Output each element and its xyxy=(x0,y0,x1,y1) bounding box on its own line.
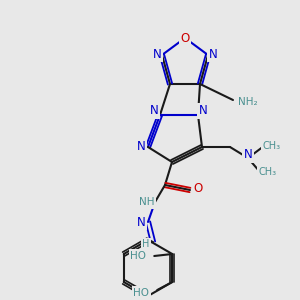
Text: N: N xyxy=(136,215,146,229)
Text: HO: HO xyxy=(133,288,149,298)
Text: HO: HO xyxy=(130,251,146,261)
Text: CH₃: CH₃ xyxy=(259,167,277,177)
Text: NH: NH xyxy=(139,197,155,207)
Text: O: O xyxy=(180,32,190,44)
Text: O: O xyxy=(194,182,202,194)
Text: N: N xyxy=(208,47,217,61)
Text: N: N xyxy=(199,104,207,118)
Text: H: H xyxy=(142,239,150,249)
Text: N: N xyxy=(244,148,252,161)
Text: CH₃: CH₃ xyxy=(263,141,281,151)
Text: NH₂: NH₂ xyxy=(238,97,258,107)
Text: N: N xyxy=(153,47,161,61)
Text: N: N xyxy=(150,104,158,118)
Text: N: N xyxy=(136,140,146,154)
